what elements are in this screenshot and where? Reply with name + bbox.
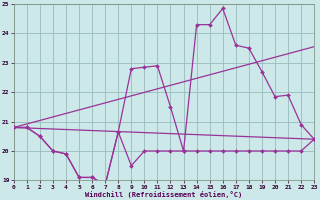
X-axis label: Windchill (Refroidissement éolien,°C): Windchill (Refroidissement éolien,°C) (85, 191, 243, 198)
